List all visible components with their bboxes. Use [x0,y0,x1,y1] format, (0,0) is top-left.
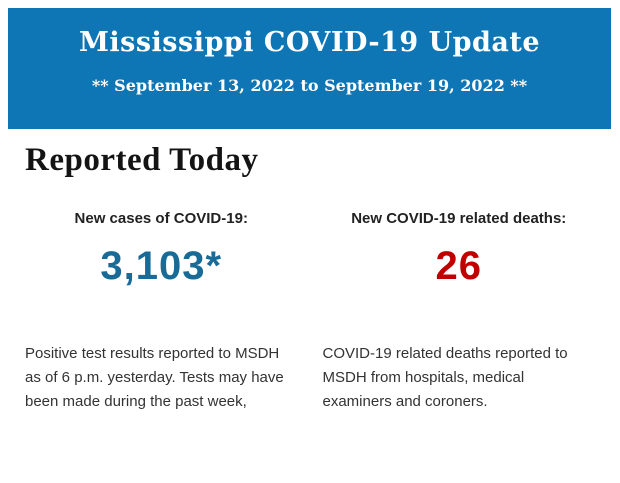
new-cases-label: New cases of COVID-19: [74,210,248,227]
new-deaths-label: New COVID-19 related deaths: [351,210,567,227]
new-cases-column: New cases of COVID-19: 3,103* Positive t… [25,210,298,414]
new-cases-description: Positive test results reported to MSDH a… [25,345,284,410]
page-title: Mississippi COVID-19 Update [78,27,541,58]
new-deaths-value: 26 [435,244,482,288]
new-deaths-column: New COVID-19 related deaths: 26 COVID-19… [323,210,596,414]
section-title: Reported Today [25,142,259,178]
stat-columns: New cases of COVID-19: 3,103* Positive t… [25,210,595,414]
page: Mississippi COVID-19 Update ** September… [0,8,620,483]
date-range-subtitle: ** September 13, 2022 to September 19, 2… [91,76,528,95]
header-banner: Mississippi COVID-19 Update ** September… [8,8,611,129]
content-area: Reported Today New cases of COVID-19: 3,… [0,142,620,414]
new-deaths-description: COVID-19 related deaths reported to MSDH… [322,345,568,410]
new-cases-value: 3,103* [100,244,223,288]
